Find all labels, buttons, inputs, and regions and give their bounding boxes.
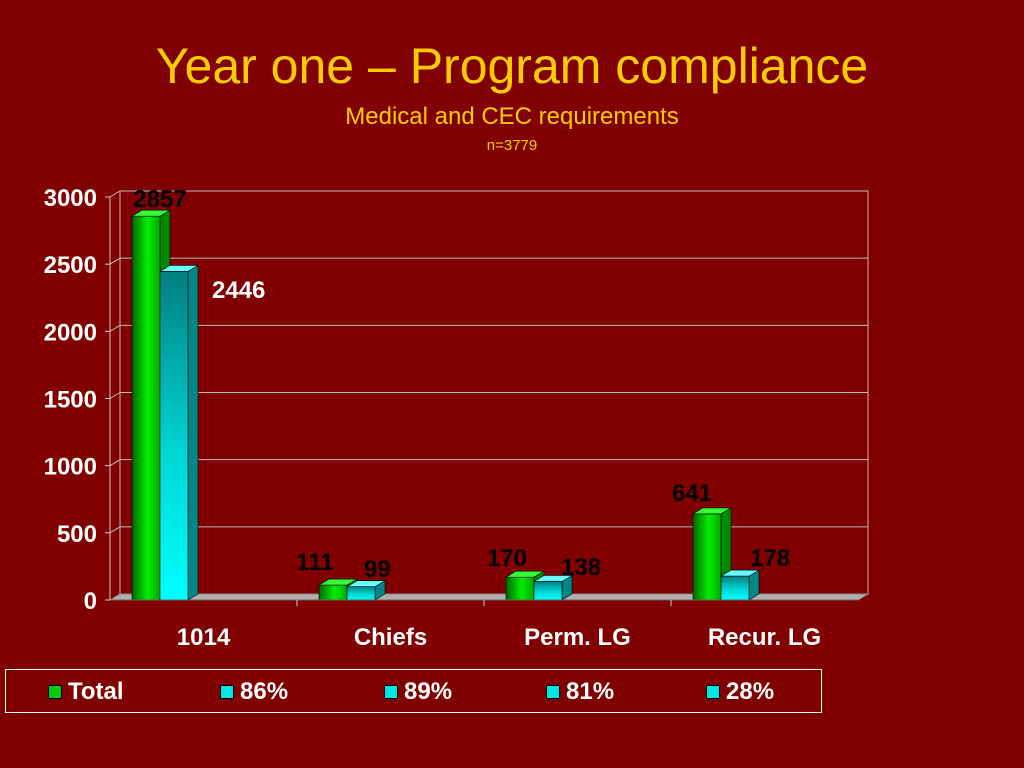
legend-label: 28% (726, 678, 775, 705)
x-tick-label: 1014 (177, 624, 231, 651)
legend-label: 86% (240, 678, 289, 705)
y-tick-label: 3000 (44, 185, 97, 212)
sample-size-note: n=3779 (486, 137, 538, 154)
bar-compliance (532, 574, 574, 601)
legend-label: Total (68, 678, 124, 705)
x-tick-label: Perm. LG (524, 624, 631, 651)
data-label-total: 2857 (133, 186, 186, 213)
gridline-diagonal (109, 459, 121, 467)
legend-item-86: 86% (220, 678, 288, 706)
legend-label: 89% (404, 678, 453, 705)
data-label-compliance: 138 (561, 554, 601, 581)
data-label-compliance: 178 (750, 545, 790, 572)
data-label-total: 641 (672, 480, 712, 507)
gridlines (109, 190, 869, 594)
data-label-total: 170 (487, 545, 527, 572)
y-tick-label: 2000 (44, 319, 97, 346)
slide-title: Year one – Program compliance (155, 38, 869, 94)
legend-label: 81% (566, 678, 615, 705)
gridline-diagonal (109, 392, 121, 399)
legend-item-28: 28% (706, 678, 774, 706)
bar-compliance (719, 569, 761, 601)
y-tick-label: 1500 (44, 387, 97, 414)
legend-swatch-icon (706, 685, 720, 699)
legend-swatch-icon (384, 685, 398, 699)
slide-subtitle: Medical and CEC requirements (345, 103, 679, 130)
bar-compliance (158, 264, 200, 601)
y-tick-label: 2500 (44, 252, 97, 279)
legend-item-total: Total (48, 678, 124, 706)
gridline-diagonal (109, 257, 121, 265)
bar-compliance (345, 580, 387, 601)
legend-swatch-icon (48, 685, 62, 699)
x-tick-label: Chiefs (354, 624, 427, 651)
legend-item-81: 81% (546, 678, 614, 706)
data-labels: 2857 2446 111 99 170 138 641 178 (133, 186, 790, 583)
y-tick-label: 0 (84, 588, 97, 615)
y-tick-label: 1000 (44, 454, 97, 481)
data-label-compliance: 2446 (212, 277, 265, 304)
legend-item-89: 89% (384, 678, 452, 706)
chart-legend: Total 86% 89% 81% 28% (5, 669, 822, 713)
gridline-diagonal (109, 190, 121, 198)
y-tick-label: 500 (57, 521, 97, 548)
data-label-total: 111 (296, 549, 333, 576)
bar-chart: 2857 2446 111 99 170 138 641 178 0 500 1000 1500 20… (44, 185, 870, 651)
legend-swatch-icon (220, 685, 234, 699)
bars (130, 209, 761, 601)
gridline-diagonal (109, 324, 121, 332)
x-tick-label: Recur. LG (708, 624, 821, 651)
axes: 0 500 1000 1500 2000 2500 3000 1014 Chiefs Perm. … (44, 185, 858, 651)
legend-swatch-icon (546, 685, 560, 699)
data-label-compliance: 99 (364, 556, 391, 583)
gridline-diagonal (109, 526, 121, 534)
